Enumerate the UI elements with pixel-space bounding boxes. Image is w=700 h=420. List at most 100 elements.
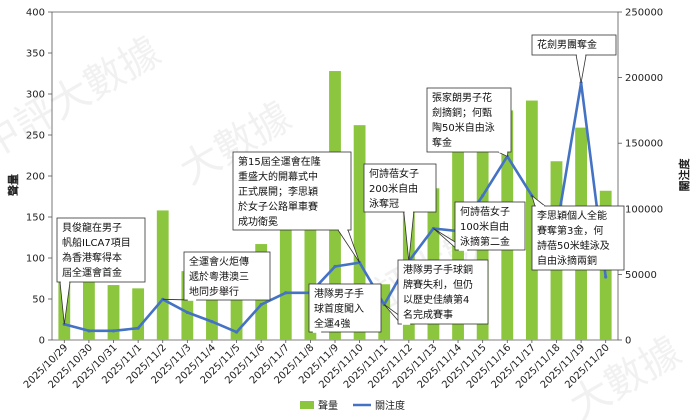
annotation-box [56,217,146,283]
right-tick-label: 100000 [625,204,663,215]
point-attention-2025-11-1 [136,326,140,330]
annotation-text-line: 成功衛冕 [238,215,278,228]
annotation-text-line: 帆船ILCA7項目 [62,236,131,249]
annotation-text-line: 以歷史佳績第4 [403,293,469,306]
bar-volume-2025-11-5 [230,290,243,340]
annotations: 貝俊龍在男子帆船ILCA7項目為香港奪得本屆全運會首金全運會火炬傳遞於粵港澳三地… [56,34,625,333]
left-tick-label: 200 [26,172,45,183]
annotation-text-line: 何詩蓓女子 [460,205,510,218]
annotation-text-line: 名完成賽事 [403,308,453,321]
right-tick-label: 250000 [625,8,663,19]
right-tick-label: 150000 [625,139,663,150]
annotation-text-line: 正式展開；李思穎 [238,185,318,198]
legend: 聲量 關注度 [300,399,405,412]
annotation-box [531,205,625,271]
point-attention-2025-11-9 [333,264,337,269]
left-tick-label: 50 [32,295,45,306]
annotation-text-line: 貝俊龍在男子 [62,221,122,234]
annotation-text-line: 重盛大的開幕式中 [238,170,318,183]
annotation-text-line: 100米自由 [460,220,509,233]
bar-volume-2025-10-31 [107,285,120,340]
left-tick-label: 300 [26,90,45,101]
annotation-text-line: 屆全運會首金 [62,266,122,279]
point-attention-2025-10-31 [111,329,116,333]
bar-volume-2025-10-30 [83,271,95,340]
point-attention-2025-11-5 [234,330,239,334]
point-attention-2025-11-7 [284,291,288,295]
right-tick-label: 0 [625,336,631,347]
annotation-text-line: 港隊男子手球銅 [403,263,473,276]
point-attention-2025-11-20 [604,275,608,279]
annotation-box [426,87,512,153]
annotation-box [397,259,489,325]
bar-volume-2025-11-1 [132,288,145,340]
point-attention-2025-10-30 [87,329,91,333]
point-attention-2025-11-4 [210,320,214,324]
annotation-text-line: 自由泳摘兩銅 [537,254,597,267]
annotation-pointer [575,54,587,83]
annotation-text-line: 賽奪第3金，何 [537,224,603,237]
right-tick-label: 50000 [625,270,657,281]
left-tick-label: 350 [26,49,45,60]
annotation-text-line: 奪金 [432,136,452,149]
annotation-text-line: 球首度闖入 [314,302,364,315]
annotation-text-line: 劍摘銅；何甄 [432,106,492,119]
annotation-box [363,163,437,213]
annotation-text-line: 遞於粵港澳三 [189,270,249,283]
annotation-box [183,251,271,301]
left-tick-label: 250 [26,131,45,142]
left-axis-ticks: 0 50 100 150 200 250 300 350 400 [26,8,52,347]
annotation-text-line: 花劍男團奪金 [537,38,597,51]
bar-volume-2025-11-8 [304,222,317,340]
annotation-text-line: 何詩蓓女子 [369,167,419,180]
right-tick-label: 200000 [625,73,663,84]
bar-volume-2025-11-11 [378,284,391,340]
annotation-box [232,151,352,231]
annotation-box [531,34,617,56]
annotation-text-line: 牌賽失利，但仍 [403,278,473,291]
right-axis-ticks: 0 50000 100000 150000 200000 250000 [618,8,663,347]
annotation-text-line: 全運會火炬傳 [189,255,249,268]
legend-label-attention: 關注度 [375,399,405,412]
bar-volume-2025-11-4 [206,268,218,340]
point-attention-2025-11-15 [481,194,485,198]
left-tick-label: 0 [39,336,45,347]
annotation-box [308,283,382,333]
x-axis-ticks: 2025/10/292025/10/302025/10/312025/11/12… [22,340,612,391]
bar-volume-2025-11-7 [279,216,292,340]
annotation-2025-11-19: 花劍男團奪金 [531,34,617,83]
annotation-text-line: 第15屆全運會在隆 [238,155,321,168]
point-attention-2025-11-3 [185,310,189,315]
annotation-text-line: 泳摘第二金 [460,235,510,248]
point-attention-2025-11-6 [259,302,263,307]
annotation-text-line: 詩蓓50米蛙泳及 [537,239,610,252]
annotation-text-line: 全運4強 [314,317,350,330]
annotation-text-line: 李思穎個人全能 [537,209,607,222]
left-axis-title: 聲量 [6,174,20,196]
bar-volume-2025-11-10 [353,125,366,340]
bar-volume-2025-11-3 [181,271,194,340]
annotation-text-line: 陶50米自由泳 [432,121,495,134]
bar-volume-2025-11-2 [156,210,169,340]
left-tick-label: 150 [26,213,45,224]
annotation-text-line: 於女子公路單車賽 [238,200,318,213]
annotation-text-line: 地同步舉行 [189,285,239,298]
annotation-text-line: 張家朗男子花 [432,91,492,104]
left-tick-label: 400 [26,8,45,19]
left-tick-label: 100 [26,254,45,265]
legend-label-volume: 聲量 [318,399,338,412]
right-axis-title: 關注度 [677,158,691,192]
annotation-text-line: 為香港奪得本 [62,251,122,264]
annotation-text-line: 泳奪冠 [369,197,399,210]
legend-swatch-volume [300,401,314,409]
annotation-box [454,201,526,251]
